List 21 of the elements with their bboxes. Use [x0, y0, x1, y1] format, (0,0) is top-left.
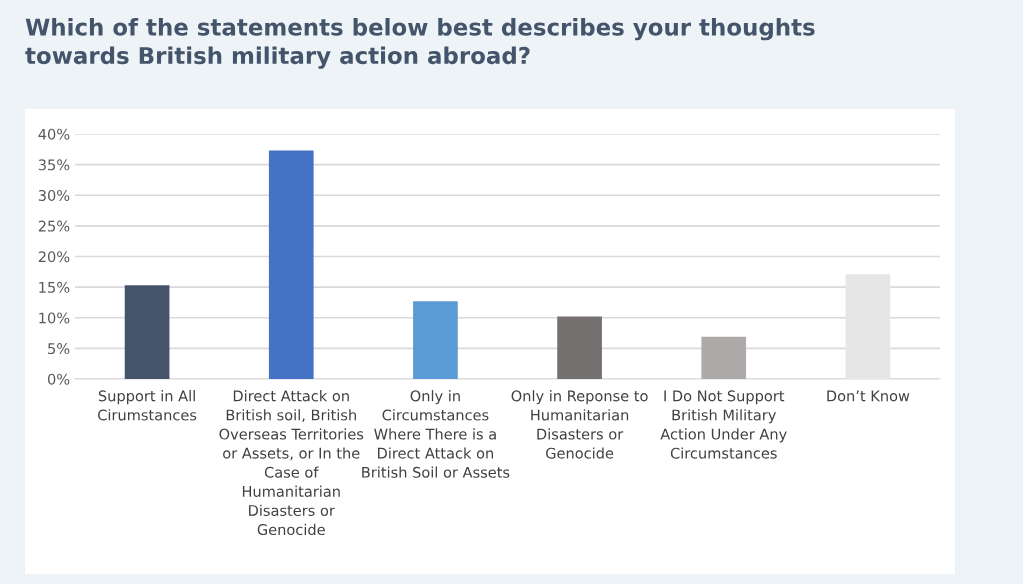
x-tick-label: Only in Reponse to Humanitarian Disasters or Genocide — [511, 390, 648, 459]
y-tick-label: 0% — [47, 373, 70, 385]
bar — [268, 150, 314, 379]
y-tick-label: 40% — [38, 128, 70, 140]
x-tick-label: I Do Not Support British Military Action Under Any Circumstances — [660, 390, 787, 459]
x-tick-label: Don’t Know — [827, 390, 910, 402]
bar — [413, 301, 458, 379]
x-tick-label: Only in Circumstances Where There is a Direct Attack on British Soil or Assets — [362, 390, 510, 478]
chart-title: Which of the statements below best describes your thoughts towards British military action abroad? — [25, 18, 815, 69]
bar — [845, 274, 891, 379]
y-tick-label: 15% — [39, 281, 70, 293]
y-tick-label: 5% — [48, 343, 70, 355]
y-tick-label: 30% — [38, 189, 70, 201]
y-tick-label: 20% — [38, 251, 70, 263]
bar — [557, 316, 602, 379]
bar — [124, 285, 170, 379]
bar — [701, 336, 747, 379]
y-tick-label: 35% — [38, 159, 70, 171]
x-tick-label: Support in All Cirumstances — [98, 390, 197, 421]
y-tick-label: 25% — [38, 220, 70, 232]
y-tick-label: 10% — [39, 312, 70, 324]
